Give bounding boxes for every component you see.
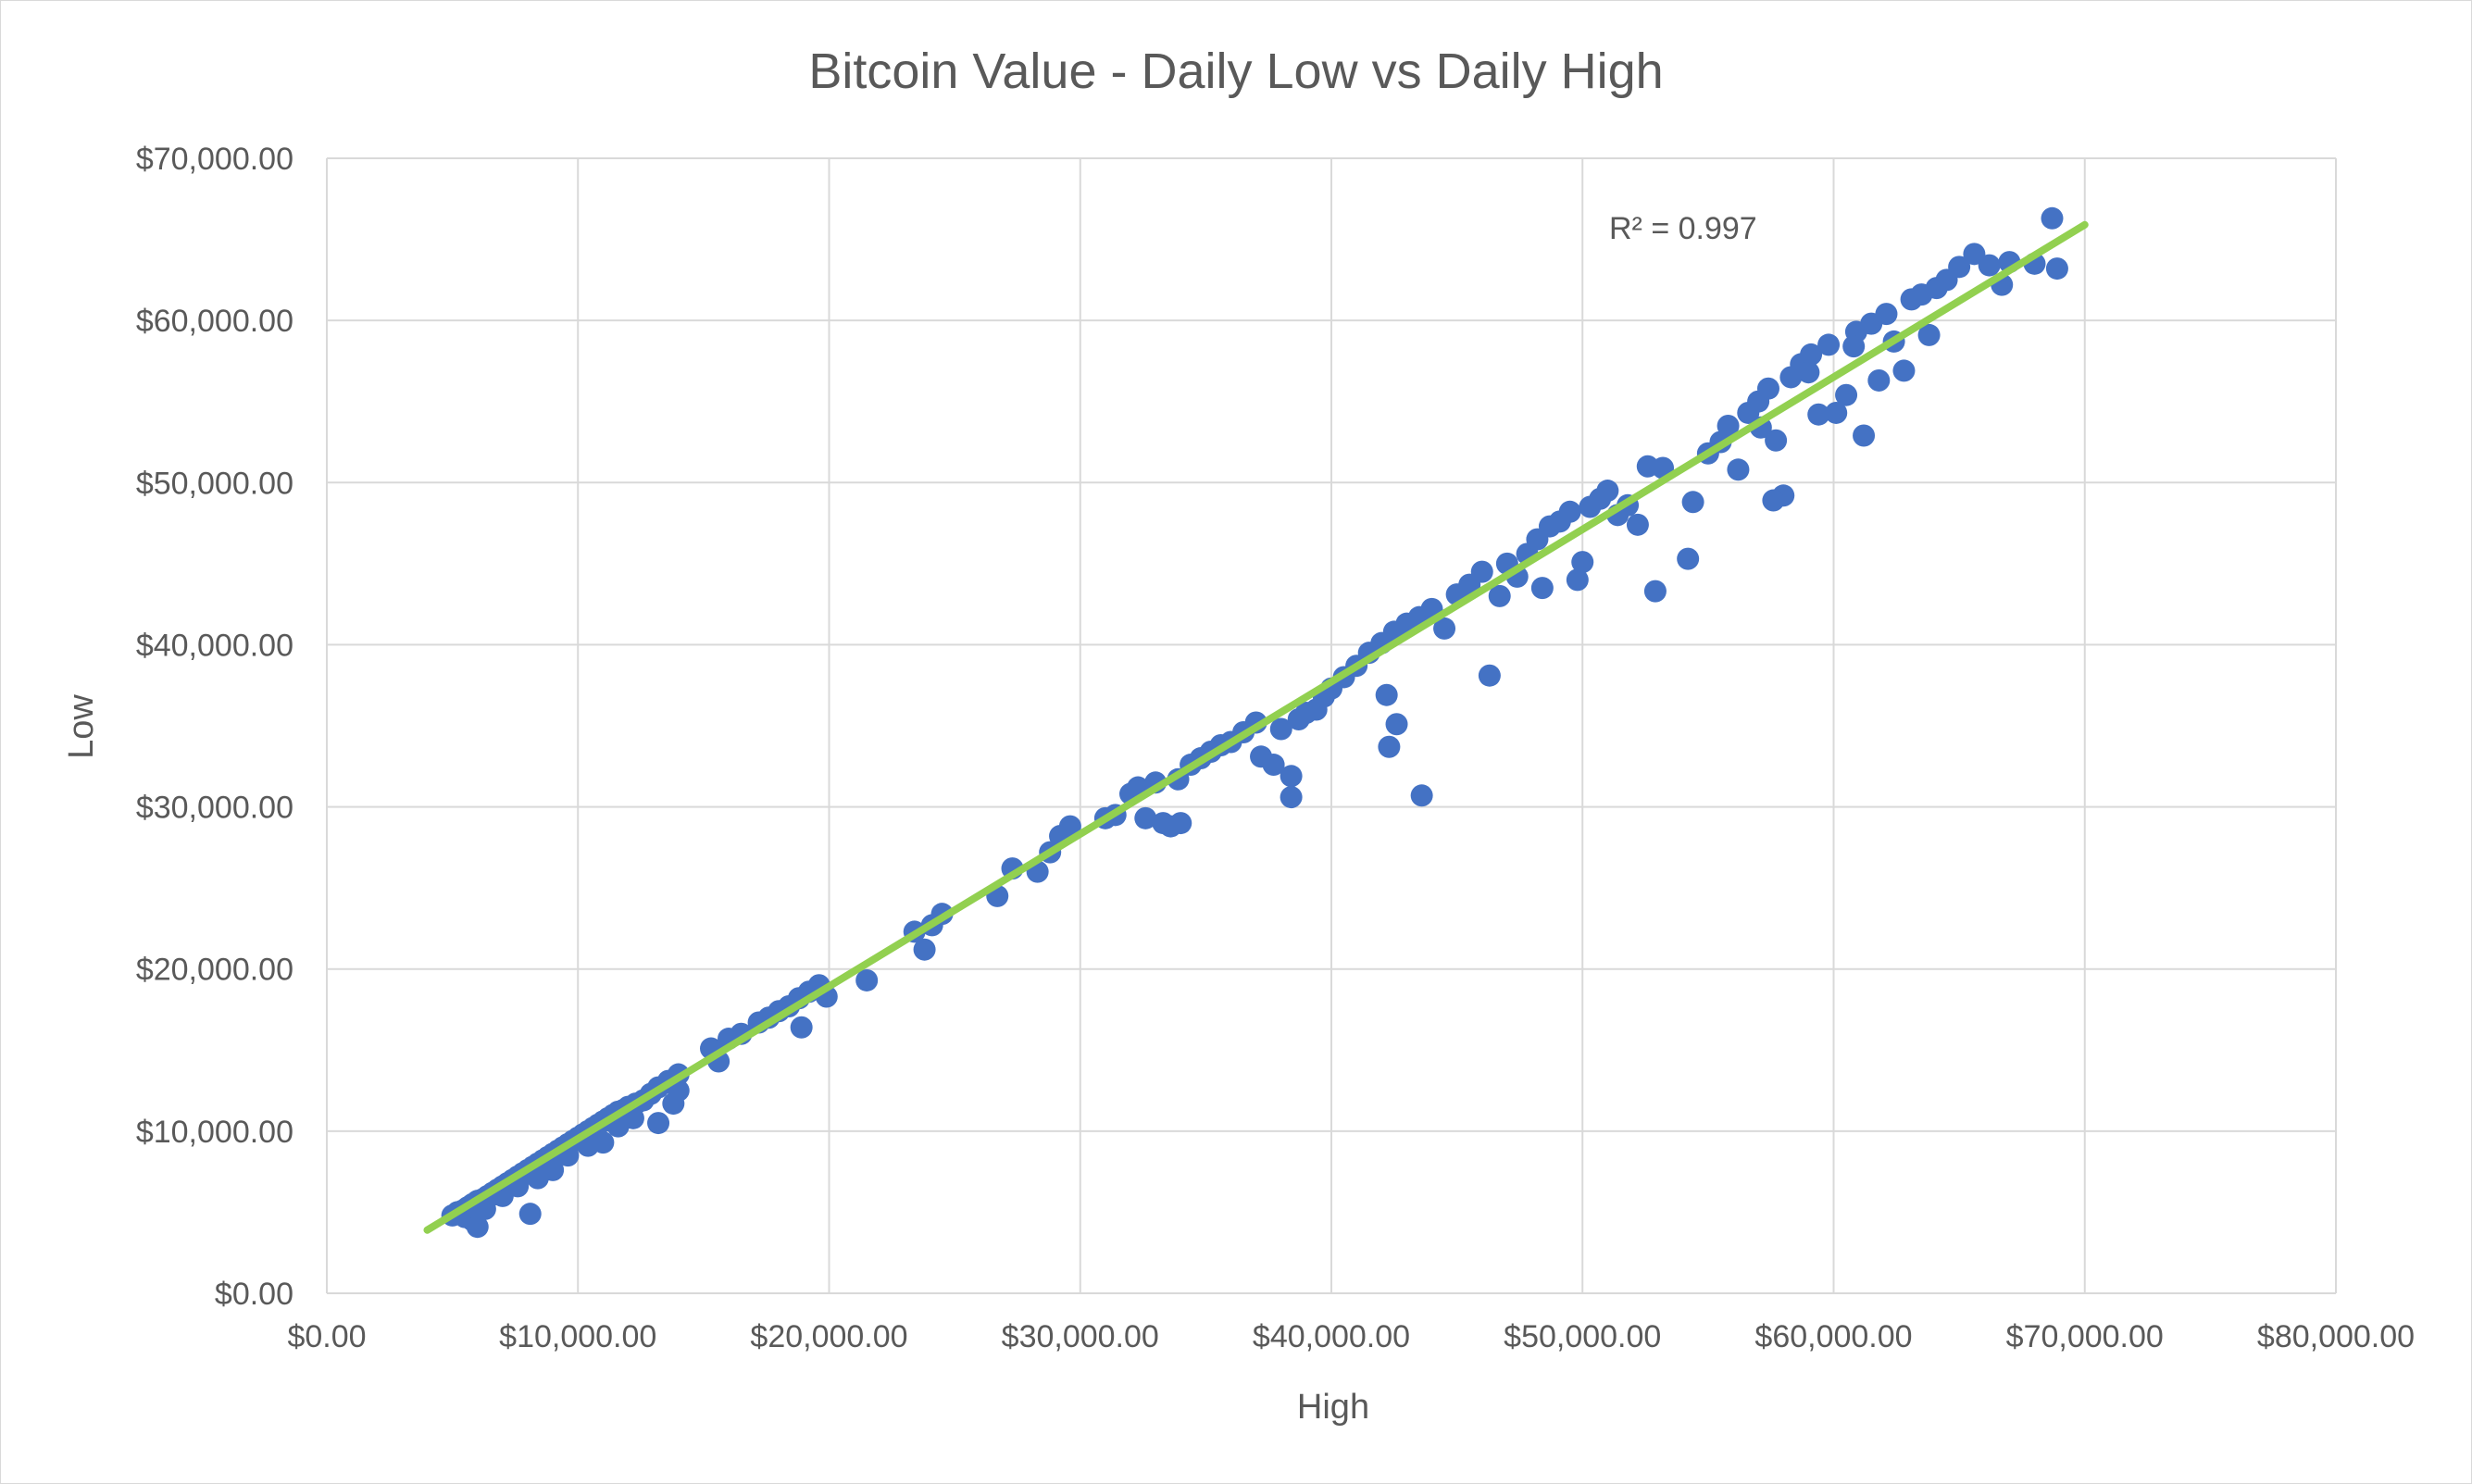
data-point	[1626, 513, 1649, 536]
data-point	[1948, 256, 1971, 279]
data-point	[913, 938, 936, 961]
y-tick-label: $60,000.00	[136, 304, 293, 339]
y-tick-label: $0.00	[215, 1277, 293, 1312]
data-point	[1677, 547, 1700, 570]
x-tick-label: $80,000.00	[2257, 1319, 2415, 1354]
y-tick-label: $50,000.00	[136, 466, 293, 501]
x-tick-label: $20,000.00	[750, 1319, 907, 1354]
data-point	[1280, 786, 1303, 809]
data-points	[441, 206, 2068, 1239]
data-point	[1410, 784, 1433, 807]
data-point	[790, 1016, 813, 1039]
data-point	[1681, 491, 1704, 514]
data-point	[1269, 717, 1292, 741]
data-point	[1375, 683, 1398, 706]
data-point	[1765, 429, 1788, 452]
data-point	[1892, 359, 1916, 382]
x-tick-label: $0.00	[287, 1319, 366, 1354]
data-point	[1727, 458, 1750, 481]
x-tick-label: $10,000.00	[499, 1319, 656, 1354]
data-point	[1596, 480, 1619, 503]
data-point	[1797, 361, 1820, 384]
data-point	[1842, 335, 1866, 358]
data-point	[1875, 303, 1898, 326]
data-point	[855, 968, 879, 991]
data-point	[1558, 500, 1581, 523]
data-point	[1978, 254, 2001, 277]
data-point	[1800, 343, 1823, 366]
x-tick-label: $40,000.00	[1253, 1319, 1410, 1354]
data-point	[647, 1112, 670, 1135]
x-axis-tick-labels: $0.00 $10,000.00 $20,000.00 $30,000.00 $40,0…	[287, 1319, 2415, 1354]
data-point	[1835, 383, 1858, 406]
data-point	[1756, 377, 1779, 400]
x-tick-label: $30,000.00	[1002, 1319, 1159, 1354]
data-point	[542, 1158, 565, 1181]
data-point	[1488, 584, 1511, 607]
data-point	[1134, 806, 1157, 829]
data-point	[1762, 489, 1785, 512]
x-axis-title: High	[1297, 1388, 1369, 1427]
data-point	[2041, 206, 2064, 230]
data-point	[518, 1203, 542, 1226]
data-point	[2045, 257, 2068, 281]
data-point	[1853, 424, 1876, 447]
data-point	[592, 1131, 615, 1154]
data-point	[1262, 754, 1285, 777]
data-point	[1717, 414, 1740, 437]
y-tick-label: $10,000.00	[136, 1115, 293, 1150]
data-point	[1571, 551, 1594, 574]
y-tick-label: $40,000.00	[136, 628, 293, 663]
data-point	[1643, 580, 1667, 603]
y-tick-label: $70,000.00	[136, 142, 293, 177]
data-point	[1825, 401, 1848, 424]
data-point	[1478, 664, 1501, 687]
trendline-group	[423, 220, 2089, 1234]
data-point	[1169, 812, 1192, 835]
data-point	[1867, 368, 1891, 392]
y-tick-label: $20,000.00	[136, 953, 293, 988]
data-point	[1963, 243, 1986, 266]
data-point	[1566, 568, 1589, 592]
data-point	[1378, 735, 1401, 758]
data-point	[1807, 403, 1830, 426]
data-point	[1433, 617, 1456, 640]
data-point	[1917, 323, 1941, 346]
data-point	[1280, 765, 1303, 788]
data-point	[1058, 815, 1081, 838]
y-tick-label: $30,000.00	[136, 791, 293, 826]
x-tick-label: $50,000.00	[1504, 1319, 1661, 1354]
gridlines	[326, 157, 2337, 1294]
r-squared-label: R² = 0.997	[1609, 211, 1757, 246]
y-axis-title: Low	[62, 694, 101, 759]
x-tick-label: $70,000.00	[2006, 1319, 2164, 1354]
x-tick-label: $60,000.00	[1754, 1319, 1912, 1354]
trendline	[423, 220, 2089, 1234]
data-point	[1530, 577, 1554, 600]
y-axis-tick-labels: $0.00 $10,000.00 $20,000.00 $30,000.00 $40,0…	[136, 142, 293, 1312]
chart-title: Bitcoin Value - Daily Low vs Daily High	[808, 44, 1663, 99]
data-point	[466, 1216, 489, 1239]
data-point	[1817, 333, 1841, 356]
data-point	[1470, 560, 1493, 583]
data-point	[1385, 713, 1408, 736]
